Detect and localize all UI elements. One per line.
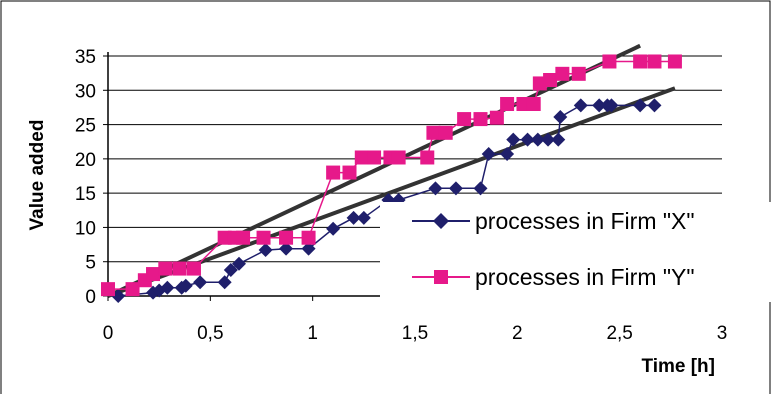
- series-1-point-21: [438, 125, 453, 140]
- series-0-point-12: [301, 241, 316, 256]
- series-0-point-8: [223, 262, 238, 277]
- series-1-point-15: [354, 150, 369, 165]
- series-0-point-21: [481, 147, 496, 162]
- y-tick-label-6: 30: [75, 81, 96, 102]
- series-1-point-24: [489, 110, 504, 125]
- series-1-point-1: [125, 282, 140, 297]
- trend-line-1: [107, 43, 641, 298]
- series-0-point-15: [356, 210, 371, 225]
- y-axis-label: Value added: [27, 120, 48, 231]
- series-1-point-34: [647, 54, 662, 69]
- x-tick-label-4: 2: [512, 323, 523, 344]
- x-tick-label-0: 0: [103, 323, 114, 344]
- series-1-point-6: [186, 261, 201, 276]
- series-1-point-16: [367, 150, 382, 165]
- series-1-point-11: [279, 230, 294, 245]
- series-1-point-20: [426, 125, 441, 140]
- series-1-point-3: [146, 267, 161, 282]
- series-1-point-4: [158, 261, 173, 276]
- series-0-point-22: [500, 147, 515, 162]
- series-0-point-19: [448, 181, 463, 196]
- series-0-point-14: [346, 210, 361, 225]
- series-0-point-23: [506, 132, 521, 147]
- series-1-point-29: [543, 73, 558, 87]
- series-0-point-6: [193, 275, 208, 290]
- y-tick-labels: 0 5 10 15 20 25 30 35: [75, 47, 96, 308]
- y-tick-label-5: 25: [75, 116, 96, 137]
- legend-y-label: processes in Firm "Y": [475, 264, 695, 290]
- series-1-point-10: [256, 230, 271, 245]
- series-1-point-5: [172, 261, 187, 276]
- x-tick-label-5: 2,5: [606, 323, 632, 344]
- series-0-point-13: [326, 221, 341, 236]
- legend-x-marker: [433, 213, 449, 229]
- series-1-point-23: [473, 112, 488, 127]
- series-1-point-22: [457, 112, 472, 127]
- series-1-point-31: [571, 66, 586, 81]
- trend-lines: [107, 43, 676, 298]
- series-0-point-5: [178, 278, 193, 293]
- legend-y-marker: [434, 270, 448, 284]
- series-0-point-28: [553, 110, 568, 125]
- series-0-point-30: [592, 98, 607, 113]
- series-1-point-25: [500, 97, 515, 111]
- series-0-point-33: [633, 98, 648, 113]
- y-tick-label-2: 10: [75, 218, 96, 239]
- series-1-point-0: [101, 282, 115, 297]
- trend-line-0: [107, 86, 676, 298]
- series-group: [101, 54, 682, 303]
- series-0-point-24: [520, 132, 535, 147]
- y-tick-label-1: 5: [85, 253, 96, 274]
- series-0-point-3: [160, 280, 175, 295]
- x-tick-label-1: 0,5: [197, 323, 223, 344]
- legend-item-x: processes in Firm "X": [412, 208, 695, 234]
- series-0-point-7: [217, 275, 232, 290]
- series-0-point-18: [428, 181, 443, 196]
- y-tick-label-0: 0: [85, 287, 96, 308]
- series-1-point-32: [602, 54, 617, 69]
- series-0-point-11: [279, 241, 294, 256]
- x-tick-label-2: 1: [307, 323, 318, 344]
- x-axis-label: Time [h]: [641, 356, 715, 377]
- legend: processes in Firm "X" processes in Firm …: [380, 202, 771, 302]
- series-0-point-34: [647, 98, 662, 113]
- series-1-point-9: [236, 230, 251, 245]
- x-tick-label-3: 1,5: [402, 323, 428, 344]
- series-0: [111, 98, 662, 303]
- y-tick-label-4: 20: [75, 150, 96, 171]
- x-tick-labels: 0 0,5 1 1,5 2 2,5 3: [103, 323, 728, 344]
- series-0-point-26: [541, 132, 556, 147]
- series-1-point-13: [326, 165, 341, 180]
- series-1-point-30: [555, 66, 570, 81]
- series-1-point-33: [633, 54, 648, 69]
- series-0-point-27: [551, 132, 566, 147]
- series-0-point-25: [530, 132, 545, 147]
- legend-x-label: processes in Firm "X": [475, 208, 695, 234]
- series-0-point-10: [258, 243, 273, 258]
- series-0-point-9: [231, 256, 246, 271]
- y-tick-label-7: 35: [75, 47, 96, 68]
- series-1: [101, 54, 682, 297]
- series-0-point-29: [573, 98, 588, 113]
- series-0-point-20: [473, 181, 488, 196]
- y-tick-label-3: 15: [75, 184, 96, 205]
- series-0-point-32: [604, 98, 619, 113]
- x-tick-label-6: 3: [717, 323, 728, 344]
- series-1-point-12: [301, 230, 316, 245]
- series-1-point-27: [526, 97, 541, 111]
- series-1-point-18: [391, 150, 406, 165]
- series-1-point-14: [342, 165, 357, 180]
- series-1-point-19: [420, 150, 435, 165]
- legend-item-y: processes in Firm "Y": [412, 264, 695, 290]
- series-1-point-35: [667, 54, 682, 69]
